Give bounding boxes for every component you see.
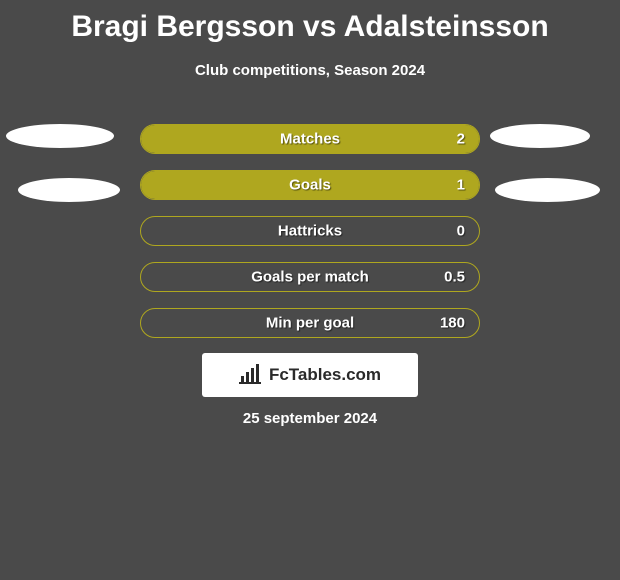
date-text: 25 september 2024: [0, 410, 620, 427]
stat-label: Hattricks: [278, 223, 342, 240]
stats-container: Matches 2 Goals 1 Hattricks 0 Goals per …: [140, 124, 480, 354]
decorative-ellipse: [495, 178, 600, 202]
stat-label: Matches: [280, 131, 340, 148]
logo-text: FcTables.com: [269, 365, 381, 385]
stat-value: 0: [457, 223, 465, 240]
stat-label: Goals per match: [251, 269, 369, 286]
decorative-ellipse: [6, 124, 114, 148]
page-title: Bragi Bergsson vs Adalsteinsson: [0, 0, 620, 44]
subtitle: Club competitions, Season 2024: [0, 62, 620, 79]
stat-row-matches: Matches 2: [140, 124, 480, 154]
stat-label: Min per goal: [266, 315, 354, 332]
stat-row-goals: Goals 1: [140, 170, 480, 200]
decorative-ellipse: [18, 178, 120, 202]
stat-value: 180: [440, 315, 465, 332]
stat-value: 0.5: [444, 269, 465, 286]
decorative-ellipse: [490, 124, 590, 148]
stat-row-goals-per-match: Goals per match 0.5: [140, 262, 480, 292]
logo-box: FcTables.com: [202, 353, 418, 397]
stat-value: 2: [457, 131, 465, 148]
chart-icon: [239, 362, 263, 389]
stat-row-min-per-goal: Min per goal 180: [140, 308, 480, 338]
stat-value: 1: [457, 177, 465, 194]
stat-row-hattricks: Hattricks 0: [140, 216, 480, 246]
stat-label: Goals: [289, 177, 331, 194]
